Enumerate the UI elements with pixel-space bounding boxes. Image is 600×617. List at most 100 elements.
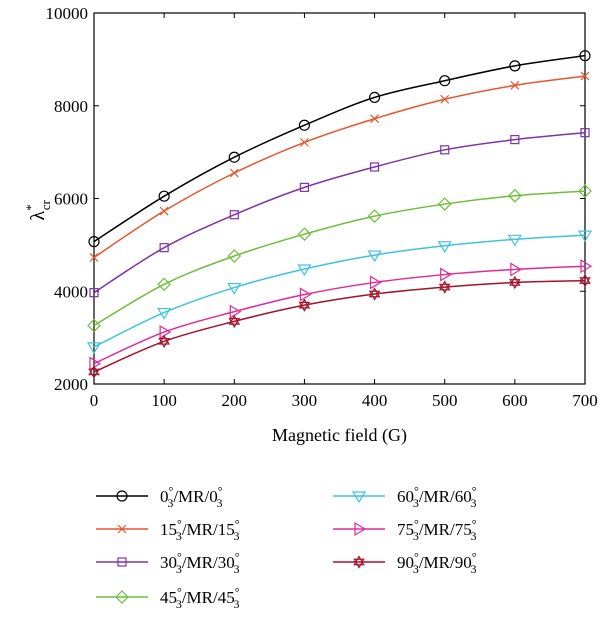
x-tick-label: 100	[151, 391, 177, 410]
legend-label-mid: /MR/	[182, 553, 218, 572]
legend-label-angle1: 45	[160, 588, 177, 607]
legend-item: 15° 3/MR/15° 3	[96, 517, 240, 543]
legend-label-angle2: 60	[455, 487, 472, 506]
y-tick-label: 8000	[54, 97, 88, 116]
data-point	[300, 137, 309, 147]
hexagram-part	[579, 273, 591, 284]
legend-label: 0° 3/MR/0° 3	[160, 484, 223, 510]
hexagram-part	[88, 368, 100, 379]
hexagram-part	[298, 298, 311, 309]
legend-label-degree: °	[414, 550, 419, 564]
legend-item: 60° 3/MR/60° 3	[333, 484, 477, 510]
data-point	[509, 275, 521, 290]
legend-label-angle2: 75	[455, 520, 472, 539]
legend-label-sub: 3	[234, 597, 240, 611]
legend-label-angle1: 30	[160, 553, 177, 572]
data-point	[229, 210, 239, 220]
x-tick-label: 0	[90, 391, 99, 410]
legend-marker	[115, 590, 129, 604]
hexagram-part	[158, 337, 170, 349]
series-60	[86, 230, 593, 355]
legend-label-angle1: 90	[397, 553, 414, 572]
legend-label-sub: 3	[413, 496, 419, 510]
data-point	[509, 60, 521, 72]
hexagram-part	[579, 277, 591, 288]
legend-label-degree: °	[472, 550, 477, 564]
data-point	[299, 182, 310, 192]
data-point	[370, 114, 379, 124]
legend-label-mid: /MR/	[419, 520, 455, 539]
y-axis-label-sup: *	[23, 204, 38, 211]
series-45	[87, 184, 592, 333]
legend-label-degree: °	[177, 550, 182, 564]
data-point	[159, 206, 169, 216]
hexagram-part	[509, 275, 521, 286]
series-line	[93, 234, 586, 348]
hexagram-part	[298, 301, 311, 312]
legend-label-degree: °	[472, 484, 477, 498]
legend-label-sub: 3	[234, 562, 240, 576]
legend-label-sub: 3	[167, 496, 173, 510]
data-point	[87, 318, 101, 333]
legend-label-degree: °	[235, 517, 240, 531]
data-point	[440, 267, 452, 282]
hexagram-part	[368, 287, 381, 298]
hexagram-part	[228, 318, 241, 329]
legend-label-sub: 3	[176, 529, 182, 543]
legend-label-angle2: 0	[209, 487, 218, 506]
series-15	[89, 71, 590, 262]
legend-label-angle1: 0	[160, 487, 169, 506]
y-axis-label-sub: cr	[38, 200, 53, 211]
y-axis-label-main: λ	[27, 211, 49, 221]
hexagram-part	[353, 555, 365, 566]
data-point	[228, 314, 241, 329]
legend-label-angle1: 15	[160, 520, 177, 539]
data-point	[89, 252, 99, 262]
legend-label-angle2: 15	[218, 520, 235, 539]
legend-label-angle2: 90	[455, 553, 472, 572]
series-line	[93, 131, 586, 294]
plot-area: 0 100 200 300 400 500 600 700 2000 4000 6000 8000 10…	[23, 4, 598, 446]
data-point	[437, 197, 452, 211]
x-tick-label: 200	[222, 391, 248, 410]
data-point	[368, 91, 381, 104]
legend-label-degree: °	[414, 517, 419, 531]
x-tick-label: 400	[362, 391, 388, 410]
data-point	[577, 230, 593, 243]
legend-label-degree: °	[235, 585, 240, 599]
legend-label: 90° 3/MR/90° 3	[397, 550, 477, 576]
legend-marker	[117, 557, 127, 567]
data-point	[510, 80, 520, 90]
legend-item: 45° 3/MR/45° 3	[96, 585, 240, 611]
series-line	[93, 54, 586, 243]
legend-label-angle2: 45	[218, 588, 235, 607]
legend-label: 15° 3/MR/15° 3	[160, 517, 240, 543]
data-point	[229, 168, 239, 178]
data-point	[507, 234, 522, 247]
legend-label-sub: 3	[176, 562, 182, 576]
hexagram-part	[438, 280, 451, 291]
data-point	[437, 241, 452, 253]
legend-label: 45° 3/MR/45° 3	[160, 585, 240, 611]
legend-label-sub: 3	[471, 562, 477, 576]
hexagram-part	[368, 290, 381, 301]
legend-label: 30° 3/MR/30° 3	[160, 550, 240, 576]
y-tick-label: 2000	[54, 375, 88, 394]
data-point	[369, 275, 382, 290]
legend-label: 60° 3/MR/60° 3	[397, 484, 477, 510]
data-point	[367, 250, 382, 263]
data-point	[89, 288, 99, 298]
legend-label-mid: /MR/	[419, 553, 455, 572]
legend-label-degree: °	[218, 484, 223, 498]
data-point	[157, 277, 171, 292]
legend-label-sub: 3	[471, 529, 477, 543]
data-point	[228, 151, 240, 163]
legend-label-mid: /MR/	[182, 588, 218, 607]
data-point	[298, 119, 311, 131]
data-point	[159, 325, 172, 340]
legend-label-degree: °	[177, 517, 182, 531]
x-axis-label: Magnetic field (G)	[272, 425, 407, 446]
hexagram-part	[88, 365, 100, 376]
series-30	[89, 128, 590, 298]
